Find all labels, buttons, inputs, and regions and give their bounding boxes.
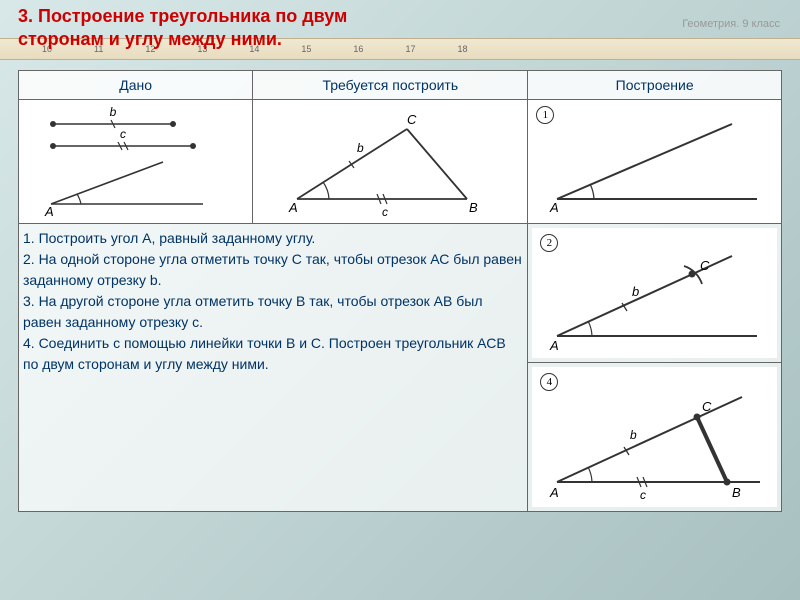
step-4: 4. Соединить с помощью линейки точки В и… [23,333,523,375]
svg-text:B: B [732,485,741,500]
svg-text:A: A [549,200,559,215]
svg-text:B: B [469,200,478,215]
figure-given: b c A [19,100,253,224]
step-1: 1. Построить угол А, равный заданному уг… [23,228,523,249]
col-construction: Построение [528,71,782,100]
figure-step4-cell: 4 C B A b c [528,363,782,512]
figure-step4: 4 C B A b c [532,367,777,507]
svg-text:c: c [640,488,646,502]
svg-text:b: b [357,141,364,155]
step-3: 3. На другой стороне угла отметить точку… [23,291,523,333]
svg-text:c: c [120,127,126,141]
course-caption: Геометрия. 9 класс [682,18,780,30]
svg-text:b: b [630,428,637,442]
svg-text:A: A [44,204,54,219]
svg-text:A: A [288,200,298,215]
svg-text:C: C [700,258,710,273]
svg-text:C: C [702,399,712,414]
col-given: Дано [19,71,253,100]
page-title: 3. Построение треугольника по двум сторо… [18,5,438,50]
steps-text: 1. Построить угол А, равный заданному уг… [19,224,528,512]
svg-text:b: b [632,284,639,299]
construction-table: Дано Требуется построить Построение b c … [18,70,782,512]
svg-text:b: b [110,105,117,119]
figure-step1: 1 A [528,100,782,224]
figure-required: A B C b c [253,100,528,224]
step-2: 2. На одной стороне угла отметить точку … [23,249,523,291]
svg-text:A: A [549,485,559,500]
figure-step2: 2 C b A [532,228,777,358]
svg-text:C: C [407,112,417,127]
svg-text:c: c [382,205,388,219]
svg-text:A: A [549,338,559,353]
col-required: Требуется построить [253,71,528,100]
figure-step2-cell: 2 C b A [528,224,782,363]
